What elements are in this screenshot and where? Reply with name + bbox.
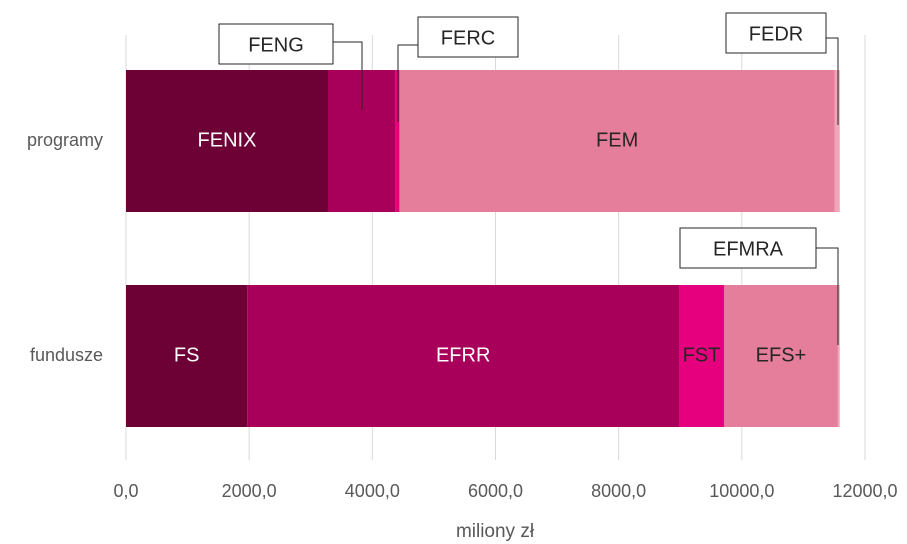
x-tick-label: 4000,0 [345,481,400,501]
segment-label: FS [174,344,200,366]
segment-label: EFS+ [756,344,807,366]
bar-segment [395,70,400,212]
segment-label: FERC [441,27,495,49]
x-tick-label: 12000,0 [832,481,897,501]
x-tick-label: 6000,0 [468,481,523,501]
x-tick-label: 10000,0 [709,481,774,501]
callout-leader [333,41,363,110]
bar-segment [837,285,840,427]
segment-label: FEM [596,129,638,151]
segment-label: EFRR [436,344,490,366]
category-label: fundusze [30,345,103,365]
bar-segment [399,70,835,212]
callout-leader [397,44,418,122]
bar-segment [834,70,840,212]
segment-label: EFMRA [713,238,784,260]
segment-label: FEDR [749,23,803,45]
callout-box [417,16,519,58]
bar-segment [126,285,248,427]
callout-leader [816,247,839,345]
x-axis-title: miliony zł [456,521,535,542]
x-tick-label: 0,0 [113,481,138,501]
bar-segment [247,285,680,427]
segment-label: FENG [248,34,304,56]
segment-label: FENIX [198,129,257,151]
category-label: programy [27,130,103,150]
callout-leader [826,37,839,125]
segment-label: FST [683,344,721,366]
callout-box [218,23,334,65]
callout-box [679,227,817,269]
x-tick-label: 8000,0 [591,481,646,501]
x-tick-label: 2000,0 [222,481,277,501]
bar-segment [679,285,724,427]
bar-segment [723,285,838,427]
callout-box [725,12,827,54]
bar-segment [126,70,328,212]
